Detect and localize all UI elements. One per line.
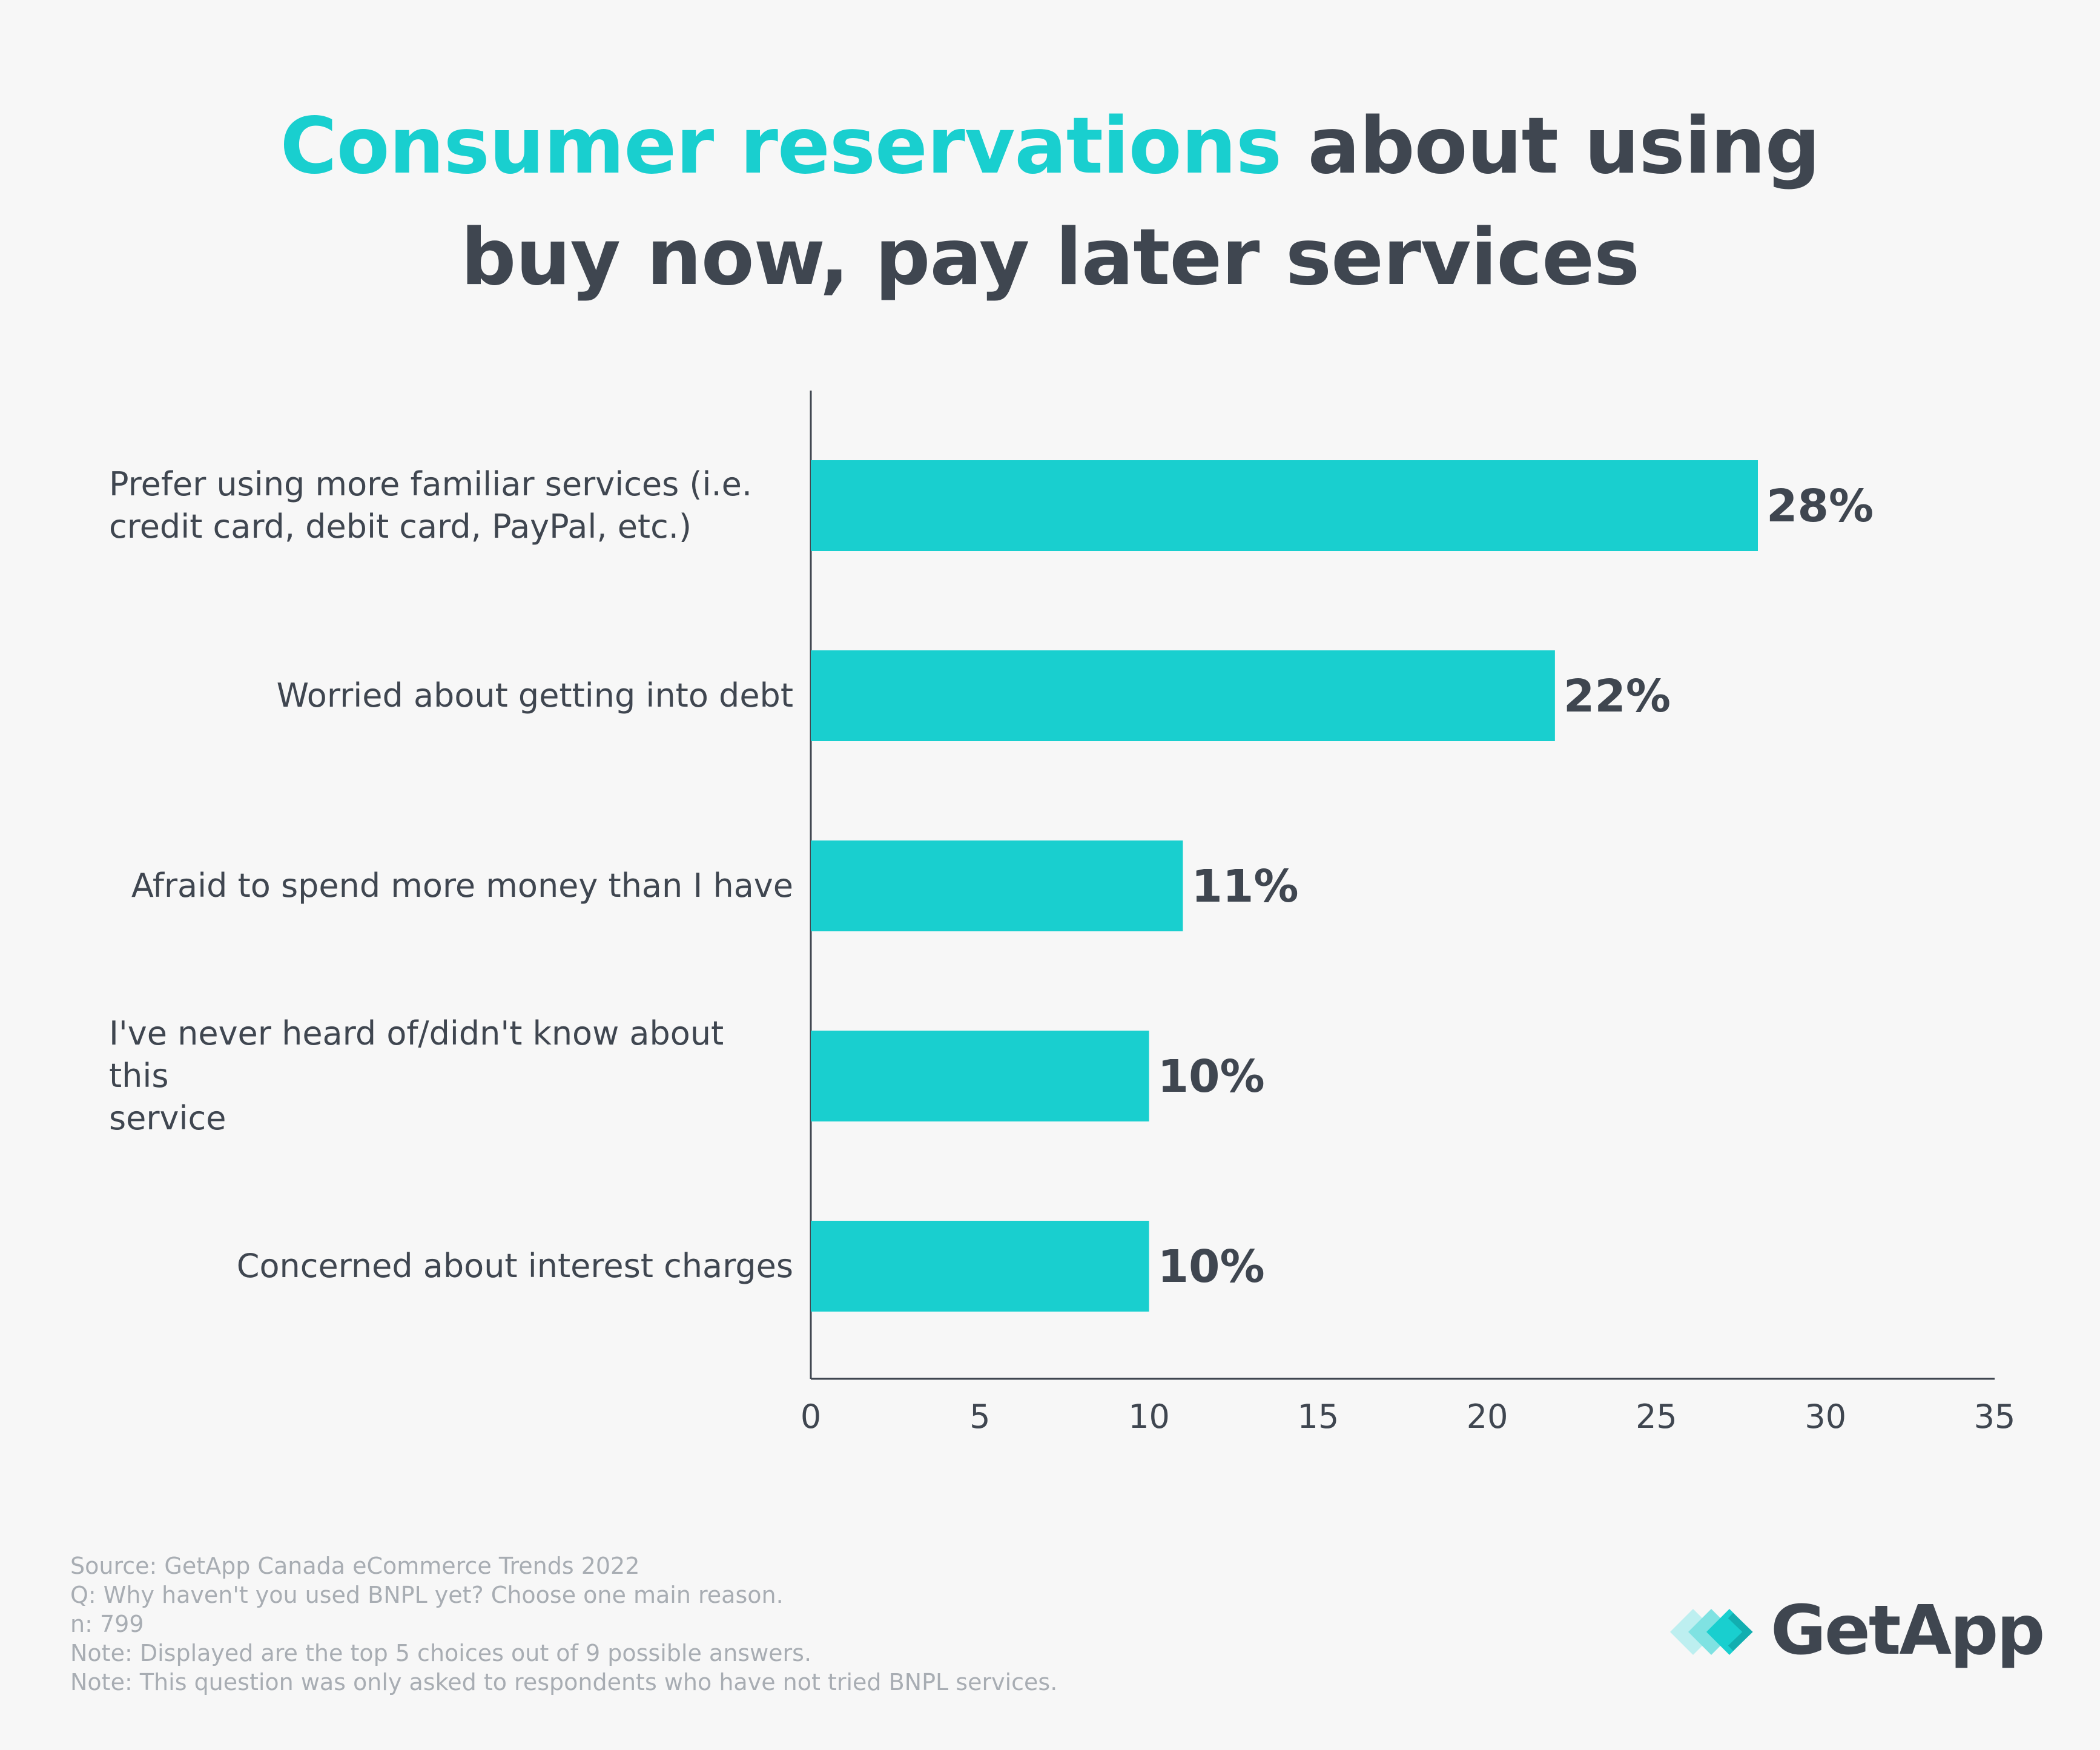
data-label-2: 11% (1191, 860, 1298, 913)
bar-2 (811, 840, 1183, 931)
bar-0 (811, 460, 1758, 551)
bar-4 (811, 1221, 1149, 1312)
category-label-3: I've never heard of/didn't know about th… (109, 1012, 793, 1140)
title-line-2: buy now, pay later services (460, 213, 1640, 303)
footnote-note-choices: Note: Displayed are the top 5 choices ou… (70, 1640, 812, 1666)
x-tick-label-3: 15 (1297, 1398, 1339, 1436)
footnote-note-respondents: Note: This question was only asked to re… (70, 1669, 1058, 1696)
category-label-2: Afraid to spend more money than I have (109, 865, 793, 907)
data-label-3: 10% (1158, 1051, 1265, 1103)
footnotes: Source: GetApp Canada eCommerce Trends 2… (70, 1551, 1057, 1697)
x-tick-label-1: 5 (969, 1398, 990, 1436)
category-label-0: Prefer using more familiar services (i.e… (109, 463, 793, 548)
category-label-0-line-1: credit card, debit card, PayPal, etc.) (109, 507, 692, 546)
data-label-1: 22% (1563, 670, 1671, 722)
getapp-logo-icon (1670, 1609, 1753, 1655)
title-rest: about using (1281, 101, 1821, 191)
footnote-sample-size: n: 799 (70, 1611, 144, 1637)
getapp-logo: GetApp (1665, 1587, 2045, 1677)
bar-chart: 28% 22% 11% 10% 10% 0 5 10 15 20 25 30 35 (801, 391, 2016, 1436)
bar-3 (811, 1031, 1149, 1121)
bar-1 (811, 650, 1555, 741)
footnote-source: Source: GetApp Canada eCommerce Trends 2… (70, 1553, 640, 1579)
x-tick-label-0: 0 (801, 1398, 821, 1436)
footnote-question: Q: Why haven't you used BNPL yet? Choose… (70, 1582, 784, 1608)
category-label-1-line-0: Worried about getting into debt (276, 676, 793, 715)
getapp-logo-text: GetApp (1771, 1591, 2045, 1670)
x-tick-label-2: 10 (1128, 1398, 1170, 1436)
x-tick-label-6: 30 (1804, 1398, 1846, 1436)
data-label-4: 10% (1158, 1241, 1265, 1293)
category-label-4-line-0: Concerned about interest charges (236, 1247, 793, 1285)
category-label-1: Worried about getting into debt (109, 675, 793, 717)
data-label-0: 28% (1766, 480, 1874, 532)
category-label-3-line-1: service (109, 1099, 226, 1137)
x-tick-label-5: 25 (1636, 1398, 1677, 1436)
category-label-3-line-0: I've never heard of/didn't know about th… (109, 1014, 724, 1095)
category-label-2-line-0: Afraid to spend more money than I have (131, 867, 793, 905)
category-label-0-line-0: Prefer using more familiar services (i.e… (109, 465, 753, 503)
chart-title: Consumer reservations about using buy no… (0, 91, 2100, 314)
title-highlight: Consumer reservations (280, 101, 1282, 191)
x-tick-label-7: 35 (1974, 1398, 2016, 1436)
title-line-1: Consumer reservations about using (0, 91, 2100, 202)
x-tick-label-4: 20 (1467, 1398, 1508, 1436)
category-label-4: Concerned about interest charges (109, 1245, 793, 1287)
